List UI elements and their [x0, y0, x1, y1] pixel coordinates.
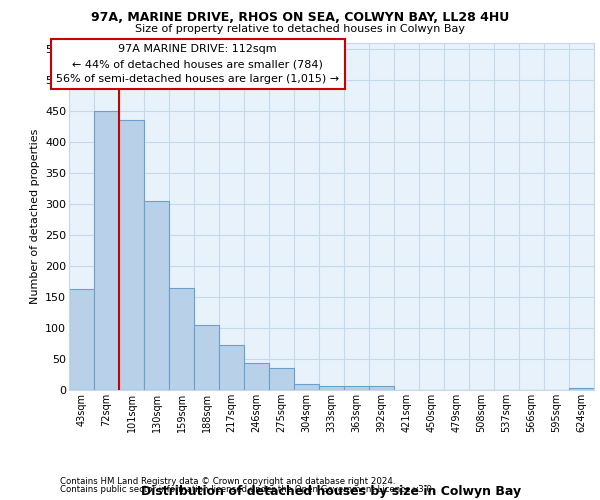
Text: Size of property relative to detached houses in Colwyn Bay: Size of property relative to detached ho…: [135, 24, 465, 34]
Text: Contains public sector information licensed under the Open Government Licence v3: Contains public sector information licen…: [60, 485, 434, 494]
Bar: [119, 120, 144, 390]
Bar: [319, 386, 344, 390]
Bar: [219, 344, 244, 390]
Bar: [569, 388, 594, 390]
Bar: [144, 200, 169, 390]
Y-axis label: Number of detached properties: Number of detached properties: [29, 128, 40, 304]
Bar: [94, 111, 119, 390]
X-axis label: Distribution of detached houses by size in Colwyn Bay: Distribution of detached houses by size …: [142, 485, 521, 498]
Bar: [244, 362, 269, 390]
Bar: [369, 386, 394, 390]
Bar: [344, 386, 369, 390]
Bar: [69, 289, 94, 390]
Text: 97A MARINE DRIVE: 112sqm
← 44% of detached houses are smaller (784)
56% of semi-: 97A MARINE DRIVE: 112sqm ← 44% of detach…: [56, 44, 339, 84]
Bar: [294, 384, 319, 390]
Bar: [169, 288, 194, 390]
Text: Contains HM Land Registry data © Crown copyright and database right 2024.: Contains HM Land Registry data © Crown c…: [60, 477, 395, 486]
Bar: [269, 368, 294, 390]
Text: 97A, MARINE DRIVE, RHOS ON SEA, COLWYN BAY, LL28 4HU: 97A, MARINE DRIVE, RHOS ON SEA, COLWYN B…: [91, 11, 509, 24]
Bar: [194, 325, 219, 390]
